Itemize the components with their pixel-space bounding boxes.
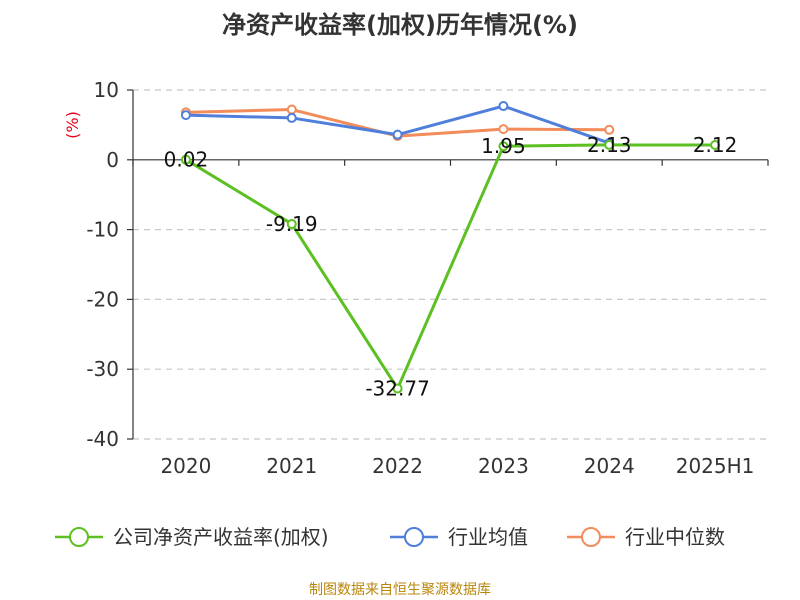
data-labels: 0.02 -9.19 -32.77 1.95 2.13 2.12 bbox=[164, 133, 738, 401]
data-point-series-0 bbox=[286, 218, 297, 229]
y-tick-label: 10 bbox=[94, 78, 119, 102]
data-points bbox=[180, 101, 721, 394]
legend-item-2: 行业中位数 bbox=[567, 525, 725, 549]
legend-marker bbox=[69, 527, 89, 547]
legend-item-1: 行业均值 bbox=[390, 525, 528, 549]
data-point-series-0 bbox=[604, 139, 615, 150]
data-point-series-1 bbox=[498, 101, 509, 112]
series-lines bbox=[185, 104, 716, 391]
legend-label: 行业中位数 bbox=[625, 525, 725, 549]
data-point-series-2 bbox=[604, 124, 615, 135]
source-note: 制图数据来自恒生聚源数据库 bbox=[309, 582, 491, 598]
data-label: -9.19 bbox=[266, 212, 318, 236]
data-label: 1.95 bbox=[481, 134, 526, 158]
y-tick-label: -20 bbox=[86, 287, 119, 311]
data-point-series-2 bbox=[498, 124, 509, 135]
data-point-series-0 bbox=[392, 383, 403, 394]
series-line-0 bbox=[185, 143, 716, 391]
x-tick-label: 2022 bbox=[372, 454, 423, 478]
chart-title: 净资产收益率(加权)历年情况(%) bbox=[222, 11, 578, 39]
data-label: 2.13 bbox=[587, 133, 632, 157]
legend-label: 行业均值 bbox=[448, 525, 528, 549]
data-point-series-0 bbox=[498, 141, 509, 152]
x-tick-label: 2023 bbox=[478, 454, 529, 478]
x-tick-label: 2024 bbox=[584, 454, 635, 478]
legend: 公司净资产收益率(加权) 行业均值 行业中位数 bbox=[55, 525, 725, 549]
data-label: 2.12 bbox=[693, 133, 738, 157]
legend-item-0: 公司净资产收益率(加权) bbox=[55, 525, 329, 549]
legend-marker bbox=[404, 527, 424, 547]
y-tick-label: -30 bbox=[86, 357, 119, 381]
x-tick-label: 2021 bbox=[266, 454, 317, 478]
x-tick-label: 2020 bbox=[160, 454, 211, 478]
axes bbox=[127, 89, 769, 440]
data-point-series-1 bbox=[180, 110, 191, 121]
data-point-series-2 bbox=[286, 104, 297, 115]
y-tick-label: 0 bbox=[106, 148, 119, 172]
data-label: 0.02 bbox=[164, 148, 209, 172]
data-label: -32.77 bbox=[365, 377, 429, 401]
y-tick-labels: 10 0 -10 -20 -30 -40 bbox=[86, 78, 119, 451]
x-tick-labels: 2020 2021 2022 2023 2024 2025H1 bbox=[160, 454, 754, 478]
grid-lines bbox=[133, 89, 768, 440]
y-tick-label: -10 bbox=[86, 218, 119, 242]
legend-marker bbox=[581, 527, 601, 547]
legend-label: 公司净资产收益率(加权) bbox=[113, 525, 329, 549]
y-axis-label: (%) bbox=[63, 111, 82, 139]
x-tick-label: 2025H1 bbox=[676, 454, 755, 478]
data-point-series-0 bbox=[180, 154, 191, 165]
data-point-series-0 bbox=[710, 140, 721, 151]
data-point-series-1 bbox=[392, 129, 403, 140]
data-point-series-1 bbox=[286, 112, 297, 123]
y-tick-label: -40 bbox=[86, 427, 119, 451]
